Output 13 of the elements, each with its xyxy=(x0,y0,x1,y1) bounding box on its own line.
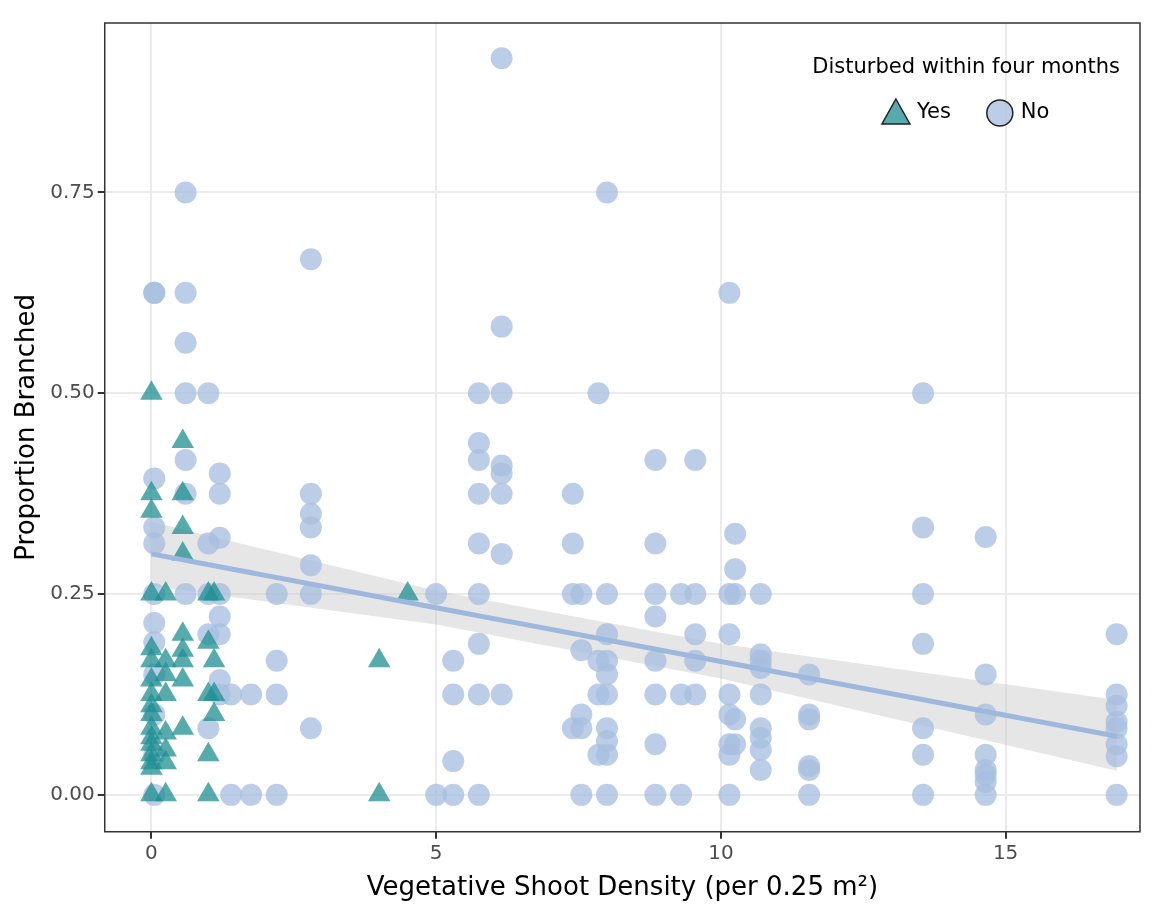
legend-title: Disturbed within four months xyxy=(812,54,1120,79)
y-tick-label: 0.25 xyxy=(50,580,95,605)
y-tick-label: 0.00 xyxy=(50,781,95,806)
x-tick-label: 5 xyxy=(429,840,443,864)
legend-label: Yes xyxy=(915,99,951,124)
legend-label: No xyxy=(1020,99,1050,124)
x-tick-label: 10 xyxy=(708,840,734,864)
x-tick-label: 15 xyxy=(992,840,1019,864)
x-tick-label: 0 xyxy=(145,840,158,864)
y-axis-title: Proportion Branched xyxy=(10,294,41,561)
y-tick-label: 0.50 xyxy=(50,379,95,404)
x-axis-title: Vegetative Shoot Density (per 0.25 m²) xyxy=(366,871,879,902)
y-tick-label: 0.75 xyxy=(50,178,95,203)
